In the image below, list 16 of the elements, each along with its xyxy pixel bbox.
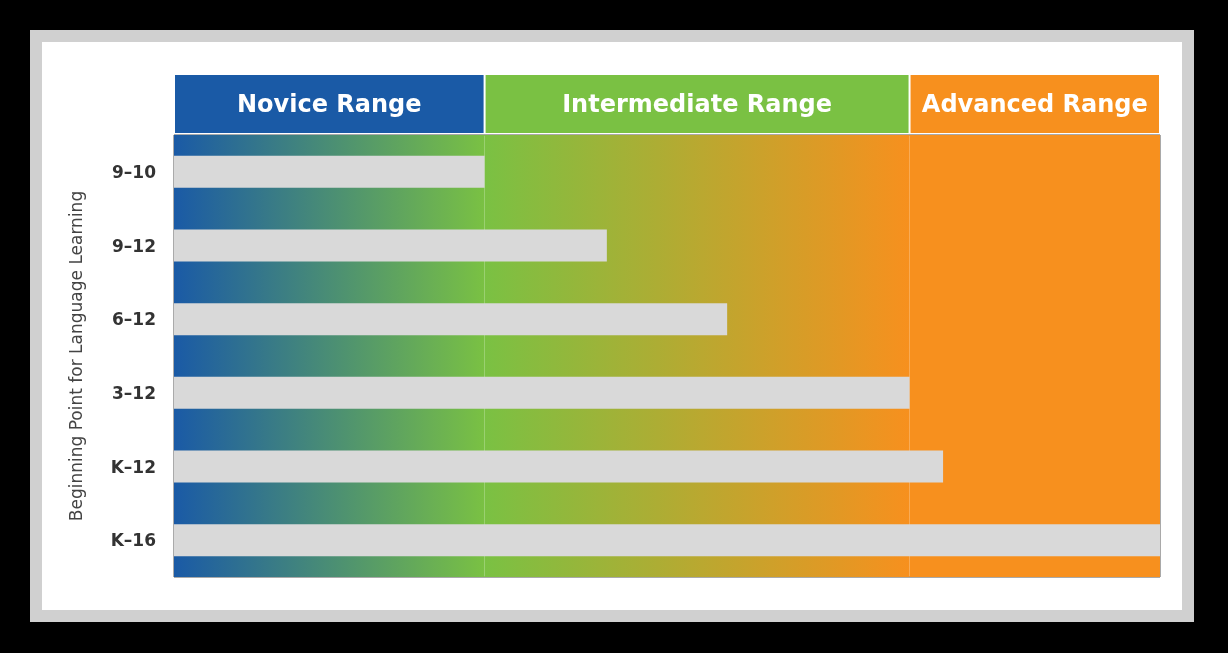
bar [174,155,485,188]
y-tick-label: 3–12 [112,382,156,403]
bar [174,229,607,262]
bar [174,303,728,336]
band-label: Advanced Range [921,90,1148,118]
y-axis-title: Beginning Point for Language Learning [65,190,86,522]
bar [174,376,910,409]
bar [174,524,1160,557]
band-label: Novice Range [237,90,422,118]
band-label: Intermediate Range [562,90,832,118]
y-tick-label: K–16 [110,530,156,551]
y-tick-label: 6–12 [112,309,156,330]
bar [174,450,944,483]
y-tick-label: K–12 [110,456,156,477]
y-tick-label: 9–10 [112,161,157,182]
y-tick-label: 9–12 [112,235,156,256]
